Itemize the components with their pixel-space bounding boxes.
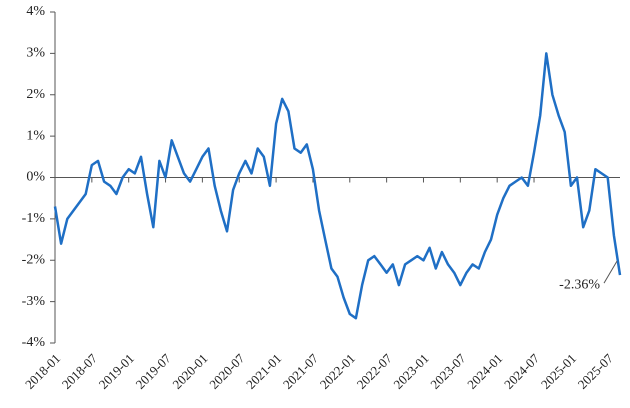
- x-tick-label: 2019-01: [96, 351, 137, 392]
- y-tick-label: 0%: [26, 170, 45, 185]
- x-tick-label: 2023-01: [390, 351, 431, 392]
- x-tick-label: 2024-07: [501, 350, 543, 392]
- y-tick-label: -2%: [22, 252, 46, 267]
- y-tick-label: 1%: [26, 128, 45, 143]
- x-tick-label: 2021-01: [243, 351, 284, 392]
- x-tick-label: 2025-01: [538, 351, 579, 392]
- x-tick-label: 2025-07: [575, 350, 617, 392]
- x-tick-label: 2018-01: [22, 351, 63, 392]
- x-tick-label: 2021-07: [280, 350, 322, 392]
- x-tick-label: 2019-07: [133, 350, 175, 392]
- x-tick-label: 2020-07: [206, 350, 248, 392]
- x-tick-label: 2023-07: [427, 350, 469, 392]
- value-label: -2.36%: [559, 277, 600, 292]
- x-tick-label: 2020-01: [169, 351, 210, 392]
- x-tick-label: 2022-07: [354, 350, 396, 392]
- x-tick-label: 2024-01: [464, 351, 505, 392]
- x-tick-label: 2022-01: [317, 351, 358, 392]
- y-tick-label: 3%: [26, 46, 45, 61]
- y-tick-label: 2%: [26, 87, 45, 102]
- y-tick-label: -1%: [22, 211, 46, 226]
- data-line: [53, 52, 622, 320]
- y-tick-label: -4%: [22, 335, 46, 350]
- y-tick-label: -3%: [22, 294, 46, 309]
- label-leader: [603, 260, 618, 284]
- y-tick-label: 4%: [26, 4, 45, 19]
- x-tick-label: 2018-07: [59, 350, 101, 392]
